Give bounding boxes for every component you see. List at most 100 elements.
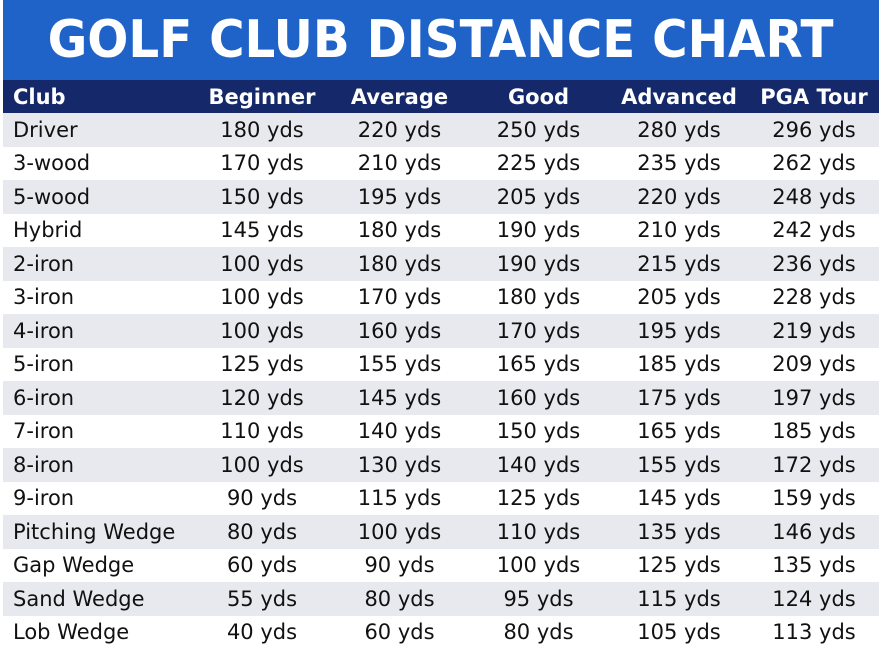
cell-advanced: 125 yds bbox=[637, 553, 721, 578]
cell-good: 95 yds bbox=[503, 586, 574, 611]
cell-club: Pitching Wedge bbox=[13, 519, 176, 544]
cell-advanced: 145 yds bbox=[637, 486, 721, 511]
column-header-club: Club bbox=[13, 84, 66, 109]
cell-club: Hybrid bbox=[13, 218, 83, 243]
cell-pga-tour: 146 yds bbox=[772, 519, 856, 544]
cell-good: 190 yds bbox=[496, 218, 581, 243]
table-body: Driver 180 yds 220 yds 250 yds 280 yds 296 yd… bbox=[3, 113, 879, 649]
cell-beginner: 180 yds bbox=[220, 117, 304, 142]
cell-good: 140 yds bbox=[496, 452, 581, 477]
cell-club: 9-iron bbox=[13, 486, 75, 511]
cell-average: 160 yds bbox=[357, 318, 442, 343]
cell-club: 5-wood bbox=[13, 184, 91, 209]
cell-club: 8-iron bbox=[13, 452, 75, 477]
cell-beginner: 150 yds bbox=[220, 184, 304, 209]
column-header-average: Average bbox=[350, 84, 449, 109]
cell-average: 145 yds bbox=[357, 385, 442, 410]
cell-pga-tour: 124 yds bbox=[772, 586, 856, 611]
cell-pga-tour: 242 yds bbox=[772, 218, 856, 243]
table-row: 5-wood 150 yds 195 yds 205 yds 220 yds 248 yd… bbox=[3, 180, 879, 214]
cell-advanced: 185 yds bbox=[637, 352, 721, 377]
cell-beginner: 90 yds bbox=[226, 486, 298, 511]
cell-pga-tour: 172 yds bbox=[772, 452, 856, 477]
table-row: Lob Wedge 40 yds 60 yds 80 yds 105 yds 113 yd… bbox=[3, 615, 879, 649]
cell-advanced: 115 yds bbox=[637, 586, 721, 611]
cell-pga-tour: 236 yds bbox=[772, 251, 856, 276]
cell-club: 6-iron bbox=[13, 385, 75, 410]
column-header-pga-tour: PGA Tour bbox=[760, 84, 868, 109]
table-row: Gap Wedge 60 yds 90 yds 100 yds 125 yds 135 y… bbox=[3, 548, 879, 582]
cell-pga-tour: 296 yds bbox=[772, 117, 856, 142]
cell-good: 170 yds bbox=[496, 318, 581, 343]
cell-beginner: 100 yds bbox=[220, 452, 304, 477]
table-row: Pitching Wedge 80 yds 100 yds 110 yds 135 yd… bbox=[3, 515, 879, 549]
cell-good: 190 yds bbox=[496, 251, 581, 276]
cell-beginner: 145 yds bbox=[220, 218, 304, 243]
cell-advanced: 205 yds bbox=[637, 285, 721, 310]
column-header-good: Good bbox=[507, 84, 570, 109]
cell-average: 195 yds bbox=[357, 184, 442, 209]
cell-beginner: 170 yds bbox=[220, 151, 304, 176]
cell-pga-tour: 228 yds bbox=[772, 285, 856, 310]
table-row: 5-iron 125 yds 155 yds 165 yds 185 yds 209 yd… bbox=[3, 347, 879, 381]
distance-table: Club Beginner Average Good Advanced PGA … bbox=[3, 80, 879, 649]
column-header-beginner: Beginner bbox=[208, 84, 316, 109]
table-row: 4-iron 100 yds 160 yds 170 yds 195 yds 219 yd… bbox=[3, 314, 879, 348]
cell-average: 130 yds bbox=[357, 452, 442, 477]
cell-advanced: 220 yds bbox=[637, 184, 721, 209]
cell-pga-tour: 248 yds bbox=[772, 184, 856, 209]
cell-pga-tour: 185 yds bbox=[772, 419, 856, 444]
cell-average: 80 yds bbox=[364, 586, 435, 611]
cell-good: 165 yds bbox=[496, 352, 581, 377]
cell-advanced: 210 yds bbox=[637, 218, 721, 243]
cell-average: 180 yds bbox=[357, 218, 442, 243]
cell-average: 155 yds bbox=[357, 352, 442, 377]
cell-advanced: 195 yds bbox=[637, 318, 721, 343]
cell-average: 180 yds bbox=[357, 251, 442, 276]
cell-club: 4-iron bbox=[13, 318, 75, 343]
cell-good: 110 yds bbox=[496, 519, 581, 544]
table-row: 9-iron 90 yds 115 yds 125 yds 145 yds 159 yds bbox=[3, 481, 879, 515]
cell-club: Driver bbox=[13, 117, 78, 142]
cell-pga-tour: 113 yds bbox=[772, 620, 856, 645]
cell-good: 80 yds bbox=[503, 620, 574, 645]
cell-club: 2-iron bbox=[13, 251, 75, 276]
table-header-row: Club Beginner Average Good Advanced PGA … bbox=[3, 80, 879, 113]
cell-good: 150 yds bbox=[496, 419, 581, 444]
cell-average: 115 yds bbox=[357, 486, 442, 511]
cell-beginner: 40 yds bbox=[226, 620, 298, 645]
cell-advanced: 135 yds bbox=[637, 519, 721, 544]
cell-good: 205 yds bbox=[496, 184, 581, 209]
cell-pga-tour: 197 yds bbox=[772, 385, 856, 410]
cell-pga-tour: 219 yds bbox=[772, 318, 856, 343]
cell-beginner: 80 yds bbox=[226, 519, 298, 544]
table-row: Hybrid 145 yds 180 yds 190 yds 210 yds 242 yd… bbox=[3, 213, 879, 247]
table-row: Driver 180 yds 220 yds 250 yds 280 yds 296 yd… bbox=[3, 113, 879, 147]
cell-average: 220 yds bbox=[357, 117, 442, 142]
cell-advanced: 215 yds bbox=[637, 251, 721, 276]
cell-average: 90 yds bbox=[364, 553, 435, 578]
cell-advanced: 175 yds bbox=[637, 385, 721, 410]
cell-advanced: 155 yds bbox=[637, 452, 721, 477]
cell-club: Lob Wedge bbox=[13, 620, 130, 645]
table-row: 2-iron 100 yds 180 yds 190 yds 215 yds 236 yd… bbox=[3, 247, 879, 281]
cell-good: 250 yds bbox=[496, 117, 581, 142]
cell-average: 140 yds bbox=[357, 419, 442, 444]
cell-club: 3-wood bbox=[13, 151, 91, 176]
table-row: 7-iron 110 yds 140 yds 150 yds 165 yds 185 yd… bbox=[3, 414, 879, 448]
cell-good: 160 yds bbox=[496, 385, 581, 410]
cell-advanced: 165 yds bbox=[637, 419, 721, 444]
cell-beginner: 120 yds bbox=[220, 385, 304, 410]
cell-pga-tour: 262 yds bbox=[772, 151, 856, 176]
table-row: 3-wood 170 yds 210 yds 225 yds 235 yds 262 yd… bbox=[3, 146, 879, 180]
cell-advanced: 235 yds bbox=[637, 151, 721, 176]
title-banner: GOLF CLUB DISTANCE CHART bbox=[3, 0, 879, 80]
cell-good: 225 yds bbox=[496, 151, 581, 176]
cell-pga-tour: 135 yds bbox=[772, 553, 856, 578]
cell-advanced: 105 yds bbox=[637, 620, 721, 645]
cell-club: 5-iron bbox=[13, 352, 75, 377]
cell-beginner: 55 yds bbox=[226, 586, 298, 611]
cell-average: 210 yds bbox=[357, 151, 442, 176]
cell-average: 170 yds bbox=[357, 285, 442, 310]
